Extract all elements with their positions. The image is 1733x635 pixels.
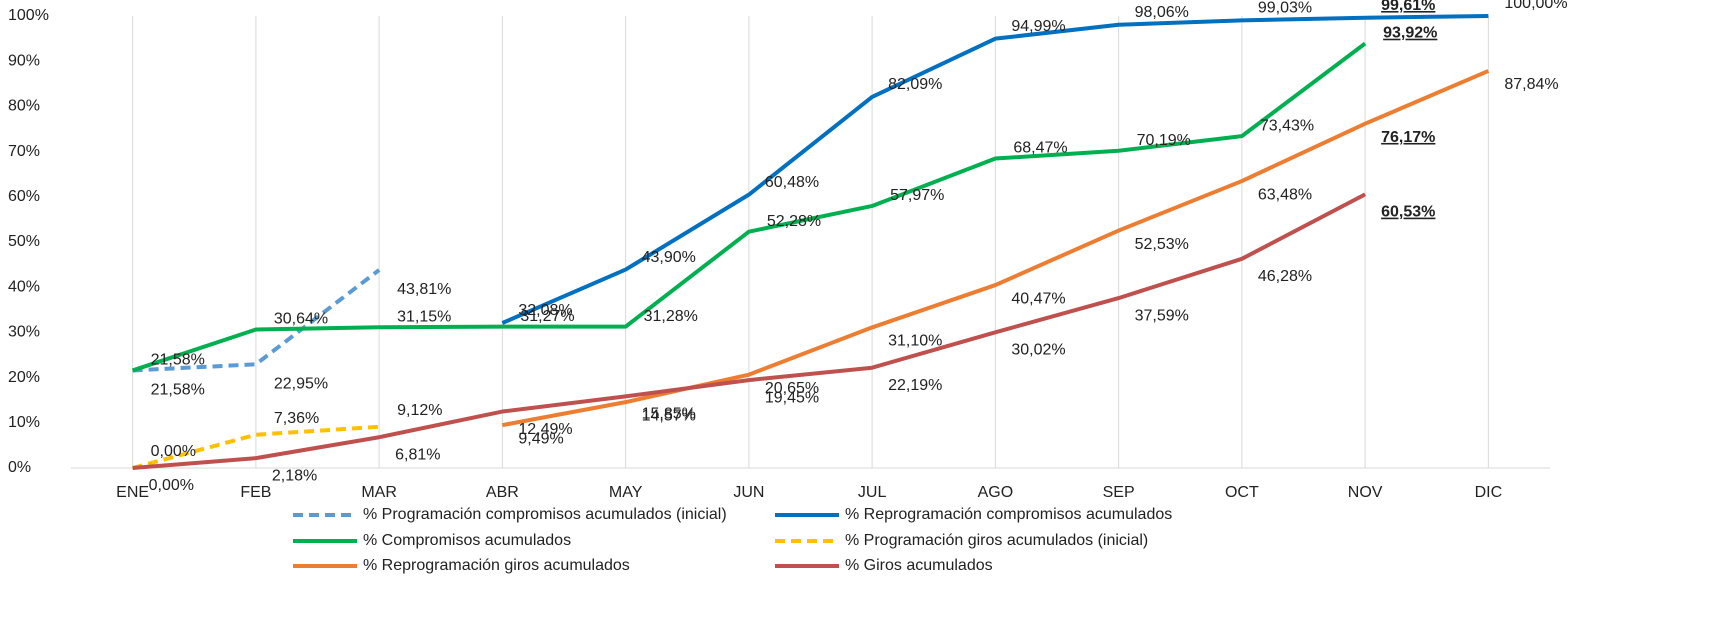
series-line xyxy=(501,14,1489,325)
legend-entry: % Programación compromisos acumulados (i… xyxy=(293,506,727,523)
data-label: 31,27% xyxy=(520,308,574,325)
data-label: 31,10% xyxy=(888,333,942,350)
series-line xyxy=(502,69,1490,428)
y-tick-label: 40% xyxy=(8,278,40,295)
y-tick-label: 0% xyxy=(8,459,31,476)
legend-entry: % Reprogramación giros acumulados xyxy=(293,557,630,574)
series-line xyxy=(132,268,381,373)
x-tick-label: SEP xyxy=(1103,484,1135,501)
data-label: 70,19% xyxy=(1137,132,1191,149)
x-tick-label: ENE xyxy=(116,484,149,501)
data-label: 7,36% xyxy=(274,410,319,427)
x-tick-label: OCT xyxy=(1225,484,1259,501)
data-label: 60,48% xyxy=(765,174,819,191)
series-line xyxy=(132,192,1367,470)
data-label: 9,12% xyxy=(397,402,442,419)
legend-label: % Reprogramación compromisos acumulados xyxy=(845,506,1172,523)
data-label: 12,49% xyxy=(518,421,572,438)
data-label: 98,06% xyxy=(1135,4,1189,21)
legend-label: % Programación compromisos acumulados (i… xyxy=(363,506,727,523)
y-tick-label: 90% xyxy=(8,52,40,69)
data-label: 20,65% xyxy=(765,380,819,397)
data-label: 0,00% xyxy=(149,477,194,494)
data-label: 31,28% xyxy=(644,308,698,325)
data-label: 68,47% xyxy=(1013,140,1067,157)
data-label: 40,47% xyxy=(1011,290,1065,307)
data-label: 9,49% xyxy=(518,430,563,447)
data-label: 14,57% xyxy=(642,407,696,424)
data-label: 46,28% xyxy=(1258,268,1312,285)
data-label: 32,08% xyxy=(518,302,572,319)
data-label: 43,90% xyxy=(642,249,696,266)
data-label: 43,81% xyxy=(397,281,451,298)
legend-entry: % Giros acumulados xyxy=(775,557,993,574)
data-label: 87,84% xyxy=(1504,76,1558,93)
y-tick-label: 100% xyxy=(8,7,49,24)
data-label: 31,15% xyxy=(397,308,451,325)
y-tick-label: 10% xyxy=(8,414,40,431)
data-label: 37,59% xyxy=(1135,307,1189,324)
data-label: 94,99% xyxy=(1011,18,1065,35)
data-label: 6,81% xyxy=(395,446,440,463)
x-tick-label: AGO xyxy=(978,484,1014,501)
data-label: 63,48% xyxy=(1258,186,1312,203)
legend-label: % Reprogramación giros acumulados xyxy=(363,557,630,574)
data-label: 15,85% xyxy=(642,406,696,423)
x-tick-label: JUN xyxy=(733,484,764,501)
data-label: 22,19% xyxy=(888,377,942,394)
x-tick-label: NOV xyxy=(1348,484,1383,501)
data-label: 57,97% xyxy=(890,187,944,204)
legend-label: % Programación giros acumulados (inicial… xyxy=(845,532,1148,549)
data-label: 30,02% xyxy=(1011,342,1065,359)
data-label: 73,43% xyxy=(1260,117,1314,134)
data-label: 21,58% xyxy=(151,382,205,399)
legend-label: % Giros acumulados xyxy=(845,557,993,574)
y-tick-label: 60% xyxy=(8,188,40,205)
data-label: 52,53% xyxy=(1135,236,1189,253)
data-label: 19,45% xyxy=(765,389,819,406)
series-line xyxy=(132,424,380,470)
x-tick-label: JUL xyxy=(858,484,887,501)
legend-entry: % Reprogramación compromisos acumulados xyxy=(775,506,1172,523)
y-tick-label: 70% xyxy=(8,143,40,160)
x-tick-label: DIC xyxy=(1475,484,1503,501)
y-tick-label: 20% xyxy=(8,369,40,386)
data-label: 30,64% xyxy=(274,311,328,328)
data-label: 21,58% xyxy=(151,352,205,369)
data-label: 99,03% xyxy=(1258,0,1312,17)
data-label: 2,18% xyxy=(272,467,317,484)
x-tick-label: FEB xyxy=(240,484,271,501)
legend-entry: % Compromisos acumulados xyxy=(293,532,571,549)
y-tick-label: 50% xyxy=(8,233,40,250)
data-label: 100,00% xyxy=(1504,0,1567,12)
x-tick-label: ABR xyxy=(486,484,519,501)
data-label: 99,61% xyxy=(1381,0,1435,14)
y-tick-label: 30% xyxy=(8,324,40,341)
data-label: 93,92% xyxy=(1383,25,1437,42)
data-label: 52,28% xyxy=(767,213,821,230)
data-label: 22,95% xyxy=(274,375,328,392)
x-tick-label: MAR xyxy=(361,484,397,501)
y-tick-label: 80% xyxy=(8,98,40,115)
series-line xyxy=(131,41,1367,373)
data-label: 0,00% xyxy=(151,443,196,460)
data-label: 76,17% xyxy=(1381,129,1435,146)
legend-entry: % Programación giros acumulados (inicial… xyxy=(775,532,1148,549)
data-label: 82,09% xyxy=(888,76,942,93)
data-label: 60,53% xyxy=(1381,204,1435,221)
legend-label: % Compromisos acumulados xyxy=(363,532,571,549)
x-tick-label: MAY xyxy=(609,484,643,501)
